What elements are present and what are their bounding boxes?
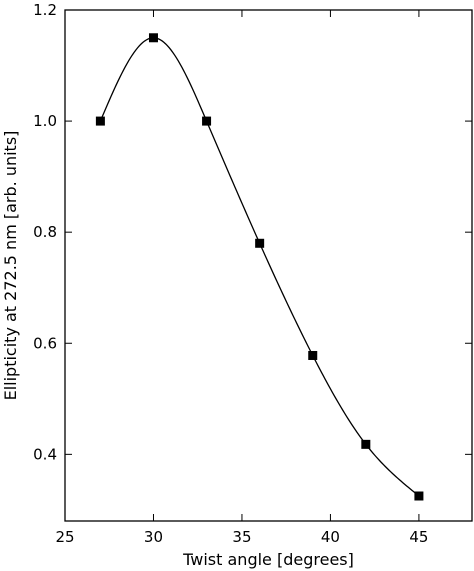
y-axis-ticks: 0.4 0.6 0.8 1.0 1.2 xyxy=(33,1,472,463)
x-tick-label: 45 xyxy=(409,528,428,546)
y-tick-label: 0.8 xyxy=(33,223,57,241)
plot-frame xyxy=(64,9,473,522)
y-axis-label: Ellipticity at 272.5 nm [arb. units] xyxy=(1,131,20,401)
y-tick-label: 1.0 xyxy=(33,112,57,130)
y-tick-label: 1.2 xyxy=(33,1,57,19)
data-point xyxy=(361,439,371,449)
data-point xyxy=(308,350,318,360)
data-point xyxy=(202,116,212,126)
data-point xyxy=(95,116,105,126)
x-tick-label: 35 xyxy=(232,528,251,546)
data-point xyxy=(148,33,158,43)
y-tick-label: 0.6 xyxy=(33,334,57,352)
series-curve xyxy=(99,37,420,497)
data-markers xyxy=(95,33,424,501)
x-tick-label: 25 xyxy=(55,528,74,546)
plot-border xyxy=(64,9,473,522)
x-axis-ticks: 25 30 35 40 45 xyxy=(55,10,428,546)
x-tick-label: 40 xyxy=(321,528,340,546)
y-tick-label: 0.4 xyxy=(33,445,57,463)
data-point xyxy=(255,238,265,248)
x-tick-label: 30 xyxy=(144,528,163,546)
x-axis-label: Twist angle [degrees] xyxy=(182,550,354,569)
data-point xyxy=(414,491,424,501)
